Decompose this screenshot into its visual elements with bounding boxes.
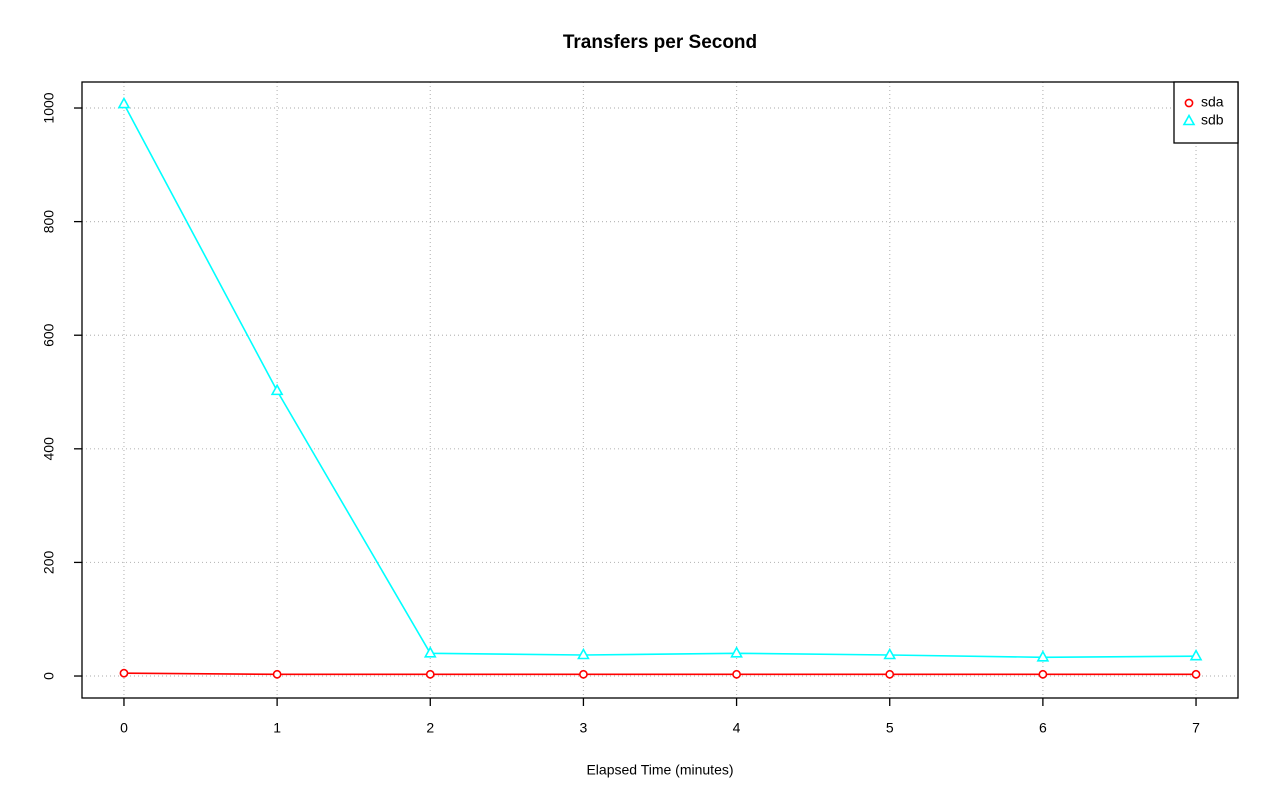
x-tick-label: 1 <box>273 720 281 736</box>
marker <box>423 646 437 658</box>
x-tick-label: 3 <box>580 720 588 736</box>
x-tick-label: 2 <box>426 720 434 736</box>
marker <box>579 669 588 679</box>
legend-label: sdb <box>1201 112 1224 128</box>
series <box>117 96 1203 662</box>
y-tick-label: 200 <box>41 551 57 575</box>
marker <box>1182 113 1196 126</box>
y-tick-label: 1000 <box>41 92 57 123</box>
y-tick-label: 800 <box>41 210 57 234</box>
marker <box>425 669 435 679</box>
series-line <box>123 672 1197 676</box>
marker <box>1191 669 1201 679</box>
marker <box>1038 669 1048 679</box>
marker <box>1036 650 1050 662</box>
series-line <box>123 103 1197 659</box>
plot-frame <box>81 81 1239 699</box>
legend-label: sda <box>1201 94 1224 110</box>
x-tick-label: 5 <box>886 720 894 736</box>
marker <box>272 669 282 679</box>
marker <box>730 646 743 658</box>
y-tick-label: 400 <box>41 437 57 461</box>
y-tick-label: 0 <box>41 672 57 680</box>
x-tick-label: 0 <box>120 720 128 736</box>
marker <box>883 647 897 660</box>
marker <box>119 668 129 678</box>
legend: sda sdb <box>1173 81 1239 144</box>
x-axis-label: Elapsed Time (minutes) <box>586 762 733 778</box>
marker <box>1189 648 1203 661</box>
x-tick-label: 6 <box>1039 720 1047 736</box>
x-tick-label: 7 <box>1192 720 1200 736</box>
x-tick-label: 4 <box>733 720 741 736</box>
chart-title: Transfers per Second <box>563 32 757 53</box>
legend-box <box>1173 81 1239 144</box>
marker <box>1184 98 1194 108</box>
marker <box>270 383 284 396</box>
marker <box>117 96 131 109</box>
series <box>119 668 1201 679</box>
marker <box>732 669 741 679</box>
marker <box>885 669 895 679</box>
marker <box>577 647 590 660</box>
y-tick-label: 600 <box>41 323 57 347</box>
